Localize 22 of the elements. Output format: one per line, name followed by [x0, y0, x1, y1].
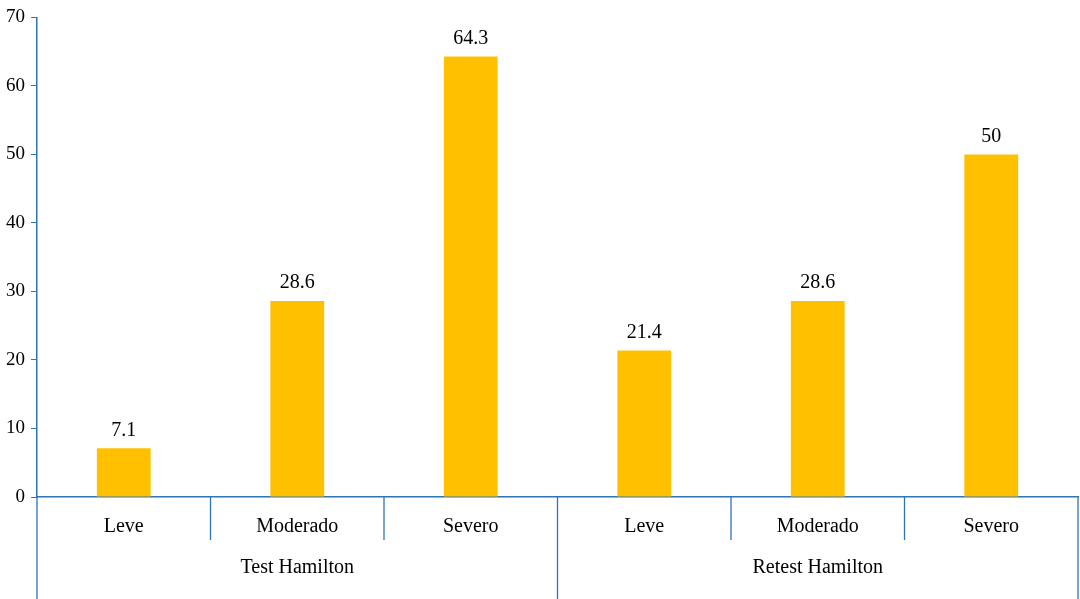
y-tick-label: 30	[6, 279, 25, 301]
x-tick-label: Leve	[624, 514, 665, 537]
x-tick-label: Moderado	[776, 514, 859, 537]
x-tick-label: Severo	[963, 514, 1020, 537]
data-label: 50	[981, 123, 1002, 146]
y-tick-label: 20	[6, 347, 25, 369]
text: Test Hamilton	[240, 555, 355, 578]
y-tick-label: 50	[6, 142, 25, 164]
data-label: 7.1	[111, 417, 137, 440]
x-tick-label: Moderado	[256, 514, 339, 537]
x-tick-label: Leve	[103, 514, 144, 537]
data-label: 64.3	[453, 25, 489, 48]
text: Retest Hamilton	[752, 555, 884, 578]
data-label: 21.4	[626, 319, 662, 342]
x-tick-label: Severo	[442, 514, 499, 537]
y-tick-label: 70	[6, 5, 25, 27]
y-tick-label: 60	[6, 73, 25, 95]
data-label: 28.6	[279, 270, 315, 293]
y-tick-label: 10	[6, 416, 25, 438]
data-label: 28.6	[800, 270, 836, 293]
y-tick-label: 0	[15, 484, 25, 506]
y-tick-label: 40	[6, 210, 25, 232]
